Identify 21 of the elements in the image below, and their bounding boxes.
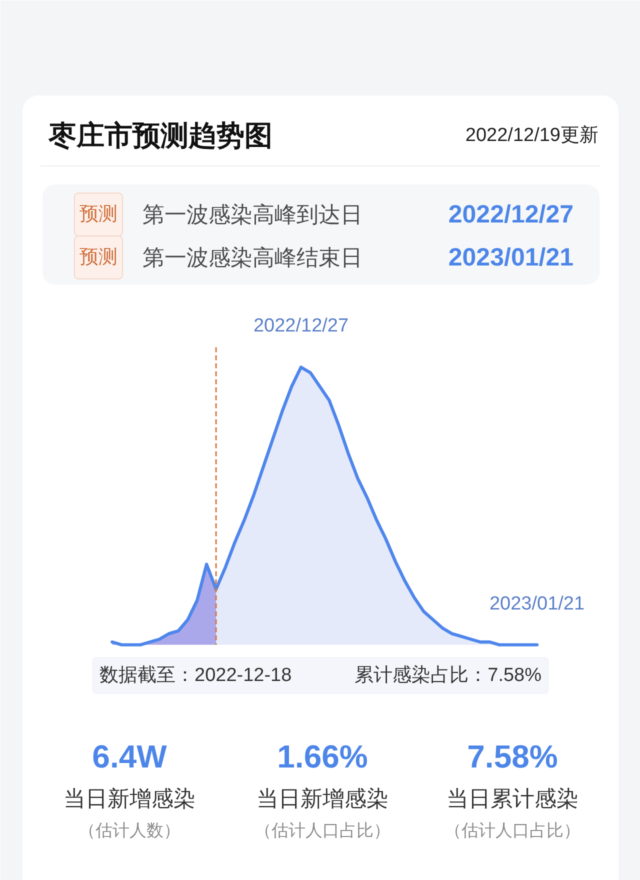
text: 第一波感染高峰结束日 [142, 245, 362, 270]
text: 预测 [80, 247, 118, 268]
text: 累计感染占比：7.58% [354, 664, 542, 686]
text: 2023/01/21 [448, 244, 574, 272]
text: 当日累计感染 [446, 786, 578, 811]
text: 2022/12/27 [253, 316, 349, 337]
annotation: 2023/01/21 [489, 593, 585, 614]
chart-subtitle: 2022/12/19更新 [465, 124, 598, 146]
text: 数据截至：2022-12-18 [100, 665, 292, 686]
text: 当日新增感染 [64, 786, 196, 811]
text: 2022/12/27 [448, 200, 574, 228]
text: 预测 [80, 204, 118, 225]
chart-title: 枣庄市预测趋势图 [48, 120, 272, 151]
text: 7.58% [467, 738, 558, 774]
text: （估计人口占比） [444, 821, 580, 840]
text: 1.66% [277, 738, 368, 774]
text: 第一波感染高峰到达日 [142, 202, 362, 227]
text: （估计人口占比） [254, 821, 390, 840]
text: 6.4W [92, 738, 168, 774]
text: 当日新增感染 [256, 786, 388, 811]
text: （估计人数） [78, 821, 180, 840]
